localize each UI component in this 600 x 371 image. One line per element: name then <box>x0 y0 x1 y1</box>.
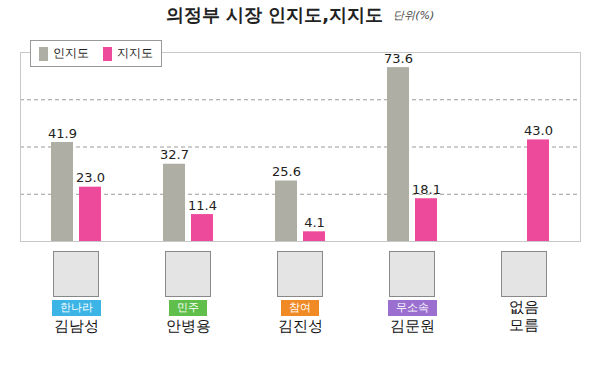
html-text:김문원: 김문원 <box>389 317 435 335</box>
svg-text:25.6: 25.6 <box>272 164 301 179</box>
html-text:단위(%): 단위(%) <box>393 8 435 22</box>
svg-text:73.6: 73.6 <box>384 51 413 66</box>
html-text:없음 모름: 없음 모름 <box>509 298 539 334</box>
html-text:김진성: 김진성 <box>277 317 323 335</box>
svg-text:32.7: 32.7 <box>160 147 189 162</box>
html-text:김남성: 김남성 <box>53 317 99 335</box>
svg-text:18.1: 18.1 <box>412 182 441 197</box>
html-text:의정부 시장 인지도,지지도: 의정부 시장 인지도,지지도 <box>165 4 384 25</box>
svg-text:11.4: 11.4 <box>188 198 217 213</box>
html-text:한나라: 한나라 <box>59 301 93 314</box>
svg-text:43.0: 43.0 <box>524 123 553 138</box>
html-text:인지도: 인지도 <box>53 46 89 60</box>
html-text:무소속: 무소속 <box>395 301 429 314</box>
svg-text:23.0: 23.0 <box>76 170 105 185</box>
svg-text:4.1: 4.1 <box>304 215 325 230</box>
svg-text:41.9: 41.9 <box>48 126 77 141</box>
html-text:민주: 민주 <box>177 301 199 314</box>
html-text:지지도: 지지도 <box>117 46 153 60</box>
html-text:참여: 참여 <box>289 301 311 314</box>
html-text:안병용: 안병용 <box>165 317 211 335</box>
